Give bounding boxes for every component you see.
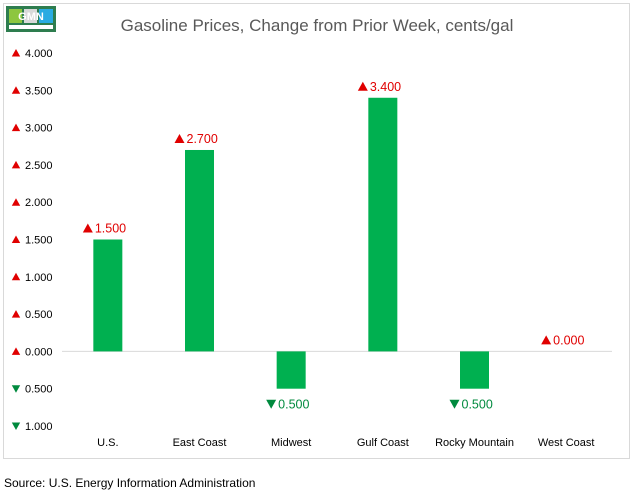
x-tick-label: Gulf Coast xyxy=(357,437,409,449)
x-tick-label: West Coast xyxy=(538,437,595,449)
down-arrow-icon xyxy=(449,399,460,409)
y-tick-label: 2.500 xyxy=(25,160,53,172)
y-tick: 1.000 xyxy=(11,272,53,284)
up-arrow-icon xyxy=(541,335,552,345)
data-label: 1.500 xyxy=(82,222,126,236)
y-tick-label: 0.500 xyxy=(25,384,53,396)
data-label: 0.500 xyxy=(266,398,309,412)
up-arrow-icon xyxy=(11,198,21,206)
up-arrow-icon xyxy=(11,123,21,132)
gmn-logo: GMN xyxy=(6,6,56,32)
x-tick-label: Rocky Mountain xyxy=(435,437,514,449)
bar xyxy=(460,351,489,389)
y-tick-label: 1.500 xyxy=(25,235,53,247)
data-label-text: 1.500 xyxy=(95,222,126,236)
data-label: 2.700 xyxy=(174,132,218,146)
y-tick: 4.000 xyxy=(11,48,53,60)
data-label-text: 0.000 xyxy=(553,333,584,347)
data-label: 0.500 xyxy=(449,398,493,412)
up-arrow-icon xyxy=(174,133,185,143)
up-arrow-icon xyxy=(11,160,21,169)
up-arrow-icon xyxy=(11,272,21,281)
y-tick: 3.500 xyxy=(11,85,53,97)
logo-text: GMN xyxy=(18,11,44,23)
y-tick-label: 0.000 xyxy=(25,346,53,358)
data-label-text: 2.700 xyxy=(187,132,218,146)
up-arrow-icon xyxy=(82,223,93,233)
x-axis: U.S. East Coast Midwest Gulf Coast Rocky Mou… xyxy=(97,437,594,449)
chart-title: Gasoline Prices, Change from Prior Week,… xyxy=(121,16,514,35)
bar xyxy=(368,97,398,352)
data-label-text: 0.500 xyxy=(278,398,309,412)
data-label-text: 0.500 xyxy=(462,398,493,412)
x-tick-label: Midwest xyxy=(271,437,311,449)
bar-chart: Gasoline Prices, Change from Prior Week,… xyxy=(11,16,612,449)
up-arrow-icon xyxy=(11,49,21,57)
source-note: Source: U.S. Energy Information Administ… xyxy=(4,476,256,490)
x-tick-label: East Coast xyxy=(173,437,227,449)
data-label: 3.400 xyxy=(357,80,401,94)
y-tick-label: 1.000 xyxy=(25,421,53,433)
down-arrow-icon xyxy=(11,385,21,393)
y-axis: 4.000 3.500 3.000 2.500 2.000 1.500 1.000 0.500… xyxy=(11,48,53,433)
up-arrow-icon xyxy=(357,81,368,91)
data-label: 0.000 xyxy=(541,333,584,347)
y-tick-label: 1.000 xyxy=(25,272,53,284)
bar xyxy=(276,351,306,389)
bars xyxy=(62,97,612,389)
up-arrow-icon xyxy=(11,310,21,318)
y-tick: 1.000 xyxy=(11,421,53,433)
y-tick: 0.500 xyxy=(11,309,53,321)
y-tick: 0.500 xyxy=(11,384,53,396)
bar xyxy=(93,239,123,352)
up-arrow-icon xyxy=(11,86,21,94)
up-arrow-icon xyxy=(11,235,21,243)
up-arrow-icon xyxy=(11,347,21,355)
y-tick: 2.000 xyxy=(11,197,53,209)
y-tick: 2.500 xyxy=(11,160,53,172)
y-tick-label: 0.500 xyxy=(25,309,53,321)
bar xyxy=(185,149,214,352)
chart-frame xyxy=(3,3,630,459)
data-label-text: 3.400 xyxy=(370,80,401,94)
x-tick-label: U.S. xyxy=(97,437,118,449)
data-labels: 1.500 2.700 0.500 3.400 0.500 0.000 xyxy=(82,80,584,412)
y-tick: 1.500 xyxy=(11,235,53,247)
y-tick-label: 4.000 xyxy=(25,48,53,60)
y-tick: 3.000 xyxy=(11,123,53,135)
down-arrow-icon xyxy=(266,399,277,409)
y-tick: 0.000 xyxy=(11,346,53,358)
y-tick-label: 3.000 xyxy=(25,123,53,135)
down-arrow-icon xyxy=(11,422,21,430)
y-tick-label: 3.500 xyxy=(25,85,53,97)
y-tick-label: 2.000 xyxy=(25,197,53,209)
